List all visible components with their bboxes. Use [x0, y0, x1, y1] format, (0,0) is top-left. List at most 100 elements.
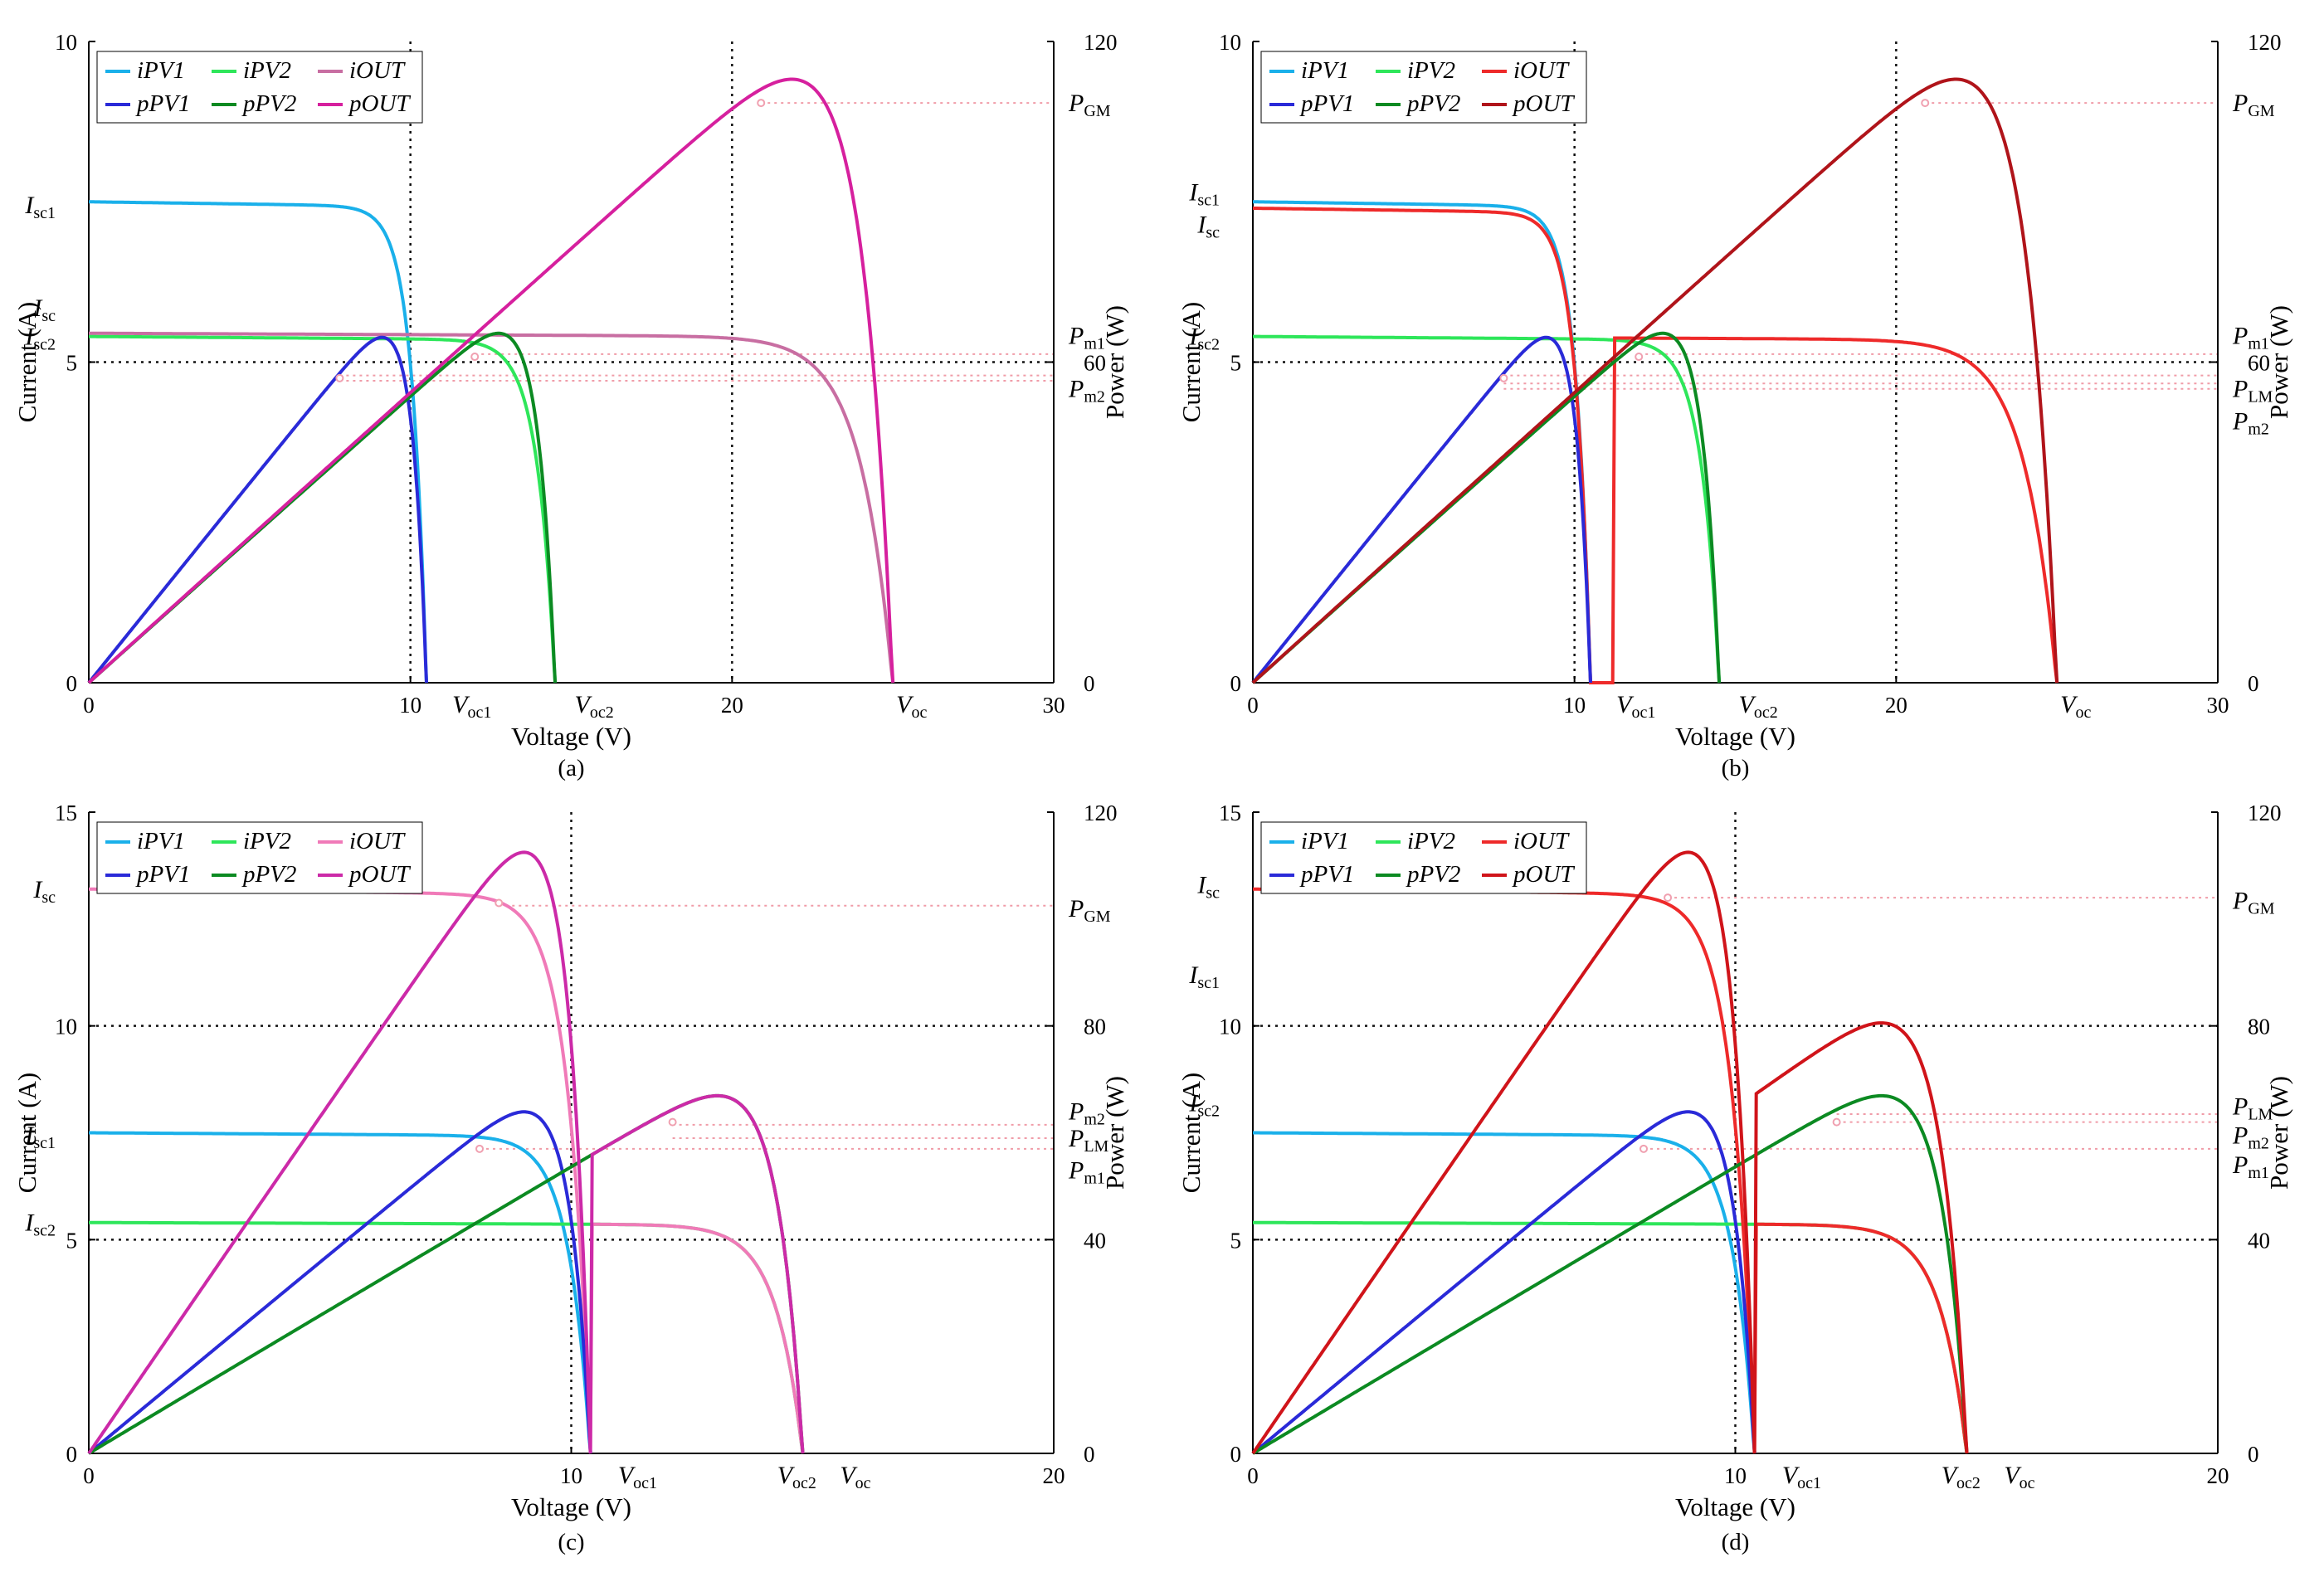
annotation-left: Isc	[1196, 872, 1220, 903]
x-tick-label: 10	[560, 1463, 582, 1488]
peak-marker	[1664, 893, 1673, 903]
legend-entry: pPV2	[241, 861, 296, 888]
legend-entry: iOUT	[349, 57, 406, 84]
legend-entry: pOUT	[348, 861, 411, 888]
legend-box	[96, 51, 423, 124]
y2-tick-label: 120	[2248, 801, 2282, 825]
annotation-left: Isc2	[1188, 1089, 1220, 1120]
y2-tick-label: 0	[1084, 1442, 1095, 1467]
peak-marker	[470, 353, 480, 362]
legend-entry: pOUT	[348, 90, 411, 117]
peak-marker	[757, 99, 766, 108]
legend-entry: pPV2	[1406, 90, 1460, 117]
annotation-left: Isc	[1196, 211, 1220, 241]
y-tick-label: 10	[55, 1015, 77, 1039]
annotation-x: Voc2	[1942, 1462, 1981, 1492]
y2-tick-label: 0	[2248, 1442, 2259, 1467]
y-tick-label: 5	[1230, 1228, 1242, 1253]
peak-marker	[475, 1144, 485, 1153]
legend-entry: iPV2	[243, 57, 291, 84]
annotation-right: PLM	[1068, 1125, 1109, 1156]
y2-tick-label: 80	[1084, 1015, 1106, 1039]
peak-marker	[1635, 353, 1644, 362]
x-tick-label: 10	[399, 693, 421, 718]
legend-entry: pOUT	[1512, 90, 1575, 117]
annotation-x: Voc	[840, 1462, 870, 1492]
annotation-x: Voc	[896, 691, 927, 722]
x-axis-title: Voltage (V)	[511, 722, 631, 751]
legend-entry: iPV1	[137, 828, 185, 854]
y2-tick-label: 120	[1084, 30, 1118, 55]
legend-entry: iOUT	[349, 828, 406, 854]
annotation-x: Voc2	[1739, 691, 1778, 722]
legend-entry: iPV2	[1407, 828, 1455, 854]
series-line-ppv2	[1251, 1093, 1969, 1455]
annotation-right: Pm1	[1068, 322, 1105, 353]
legend-entry: iPV1	[1301, 828, 1349, 854]
peak-marker	[1639, 1144, 1649, 1153]
y2-tick-label: 40	[2248, 1228, 2270, 1253]
y2-axis-title: Power (W)	[2264, 305, 2293, 419]
y-tick-label: 5	[66, 1228, 78, 1253]
y2-tick-label: 60	[2248, 351, 2270, 376]
y-tick-label: 0	[1230, 1442, 1242, 1467]
y2-axis-title: Power (W)	[2264, 1076, 2293, 1190]
chart-panel-c: 0 10 20 0 5 10 15 0 40 80 120 Voltage (V) Current (A…	[12, 801, 1129, 1555]
series-line-iout	[89, 887, 805, 1454]
x-axis-title: Voltage (V)	[1675, 1492, 1795, 1521]
annotation-right: PLM	[2232, 1093, 2273, 1123]
legend-entry: iPV2	[1407, 57, 1455, 84]
peak-marker	[495, 898, 504, 908]
legend-box	[1260, 821, 1587, 894]
x-tick-label: 0	[83, 693, 95, 718]
series-line-ipv2	[1253, 1220, 1969, 1454]
y2-tick-label: 120	[1084, 801, 1118, 825]
series-line-iout	[89, 331, 895, 684]
annotation-right: Pm2	[2232, 407, 2269, 438]
annotation-left: Isc2	[24, 1210, 56, 1240]
x-tick-label: 0	[1247, 693, 1259, 718]
legend-entry: pPV1	[135, 861, 190, 888]
series-line-ppv2	[87, 331, 558, 684]
chart-panel-a: 0 10 20 30 0 5 10 0 60 120 Voltage (V) Current (A) P…	[12, 30, 1129, 781]
annotation-right: PGM	[1068, 90, 1111, 120]
annotation-right: Pm1	[1068, 1157, 1105, 1188]
peak-marker	[335, 373, 344, 382]
series-line-ppv1	[87, 335, 428, 684]
x-tick-label: 10	[1724, 1463, 1747, 1488]
legend-entry: pPV2	[241, 90, 296, 117]
annotation-right: Pm1	[2232, 1151, 2269, 1182]
annotation-left: Isc	[32, 294, 56, 325]
series-line-ipv1	[1253, 200, 1592, 684]
legend-entry: iOUT	[1513, 57, 1570, 84]
peak-marker	[668, 1117, 677, 1127]
y2-tick-label: 120	[2248, 30, 2282, 55]
x-tick-label: 20	[1043, 1463, 1065, 1488]
y-axis-title: Current (A)	[12, 1073, 41, 1193]
peak-marker	[1832, 1117, 1841, 1127]
series-line-ppv1	[1251, 335, 1592, 684]
annotation-left: Isc1	[1188, 961, 1220, 992]
y2-tick-label: 80	[2248, 1015, 2270, 1039]
series-line-pout	[1251, 77, 2059, 684]
x-axis-title: Voltage (V)	[1675, 722, 1795, 751]
legend-entry: iOUT	[1513, 828, 1570, 854]
panel-caption: (c)	[558, 1529, 584, 1555]
annotation-x: Voc	[2004, 1462, 2034, 1492]
y-tick-label: 5	[1230, 351, 1242, 376]
annotation-right: Pm1	[2232, 322, 2269, 353]
x-tick-label: 20	[721, 693, 743, 718]
annotation-x: Voc1	[1616, 691, 1655, 722]
series-line-ppv1	[87, 1110, 592, 1455]
legend-entry: iPV2	[243, 828, 291, 854]
annotation-left: Isc1	[1188, 179, 1220, 210]
series-line-ppv2	[87, 1093, 805, 1455]
annotation-right: PGM	[1068, 895, 1111, 926]
panel-caption: (b)	[1722, 755, 1750, 781]
x-tick-label: 30	[1043, 693, 1065, 718]
series-line-iout	[1253, 887, 1969, 1454]
legend-entry: pPV1	[1299, 861, 1354, 888]
legend-entry: pPV1	[1299, 90, 1354, 117]
legend-box	[1260, 51, 1587, 124]
